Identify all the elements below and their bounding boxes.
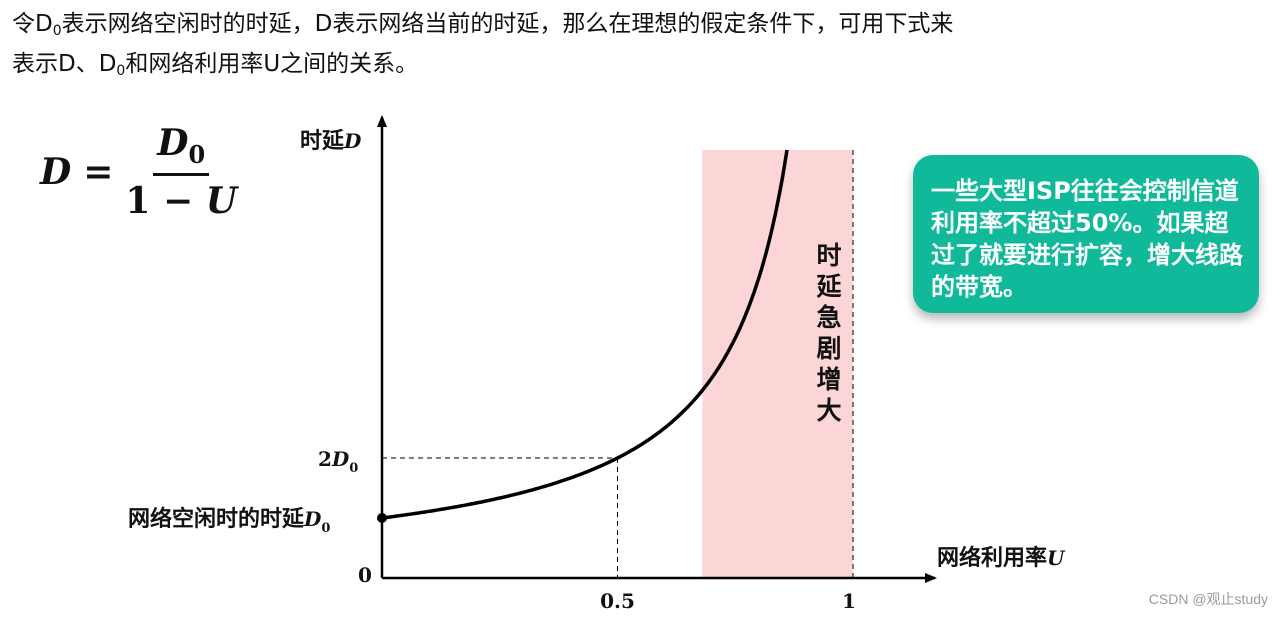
intro-text: 令D0表示网络空闲时的时延，D表示网络当前的时延，那么在理想的假定条件下，可用下… (12, 8, 1252, 88)
formula-denominator: 1 − U (125, 176, 237, 222)
formula-fraction: D0 1 − U (125, 122, 237, 222)
formula-numerator: D0 (153, 122, 210, 176)
idle-delay-label: 网络空闲时的时延D0 (128, 506, 330, 536)
y-axis-label: 时延D (300, 129, 362, 154)
idle-delay-point (377, 513, 387, 523)
denominator-one: 1 (125, 180, 151, 222)
y-tick-2d0: 2D0 (318, 447, 358, 476)
x-tick-label: 0.5 (600, 589, 635, 613)
numerator-subscript: 0 (188, 140, 206, 169)
denominator-minus: − (163, 180, 194, 222)
intro-text-part: 表示D、D (12, 51, 117, 77)
origin-label: 0 (358, 563, 372, 587)
isp-note-callout: 一些大型ISP往往会控制信道利用率不超过50%。如果超过了就要进行扩容，增大线路… (913, 155, 1259, 313)
high-delay-region (702, 150, 853, 578)
intro-line-1: 令D0表示网络空闲时的时延，D表示网络当前的时延，那么在理想的假定条件下，可用下… (12, 8, 1252, 48)
formula-lhs: D (40, 151, 72, 193)
intro-text-part: 令D (12, 11, 53, 37)
watermark: CSDN @观止study (1148, 591, 1268, 607)
intro-text-part: 和网络利用率U之间的关系。 (125, 51, 419, 77)
callout-text: 一些大型ISP往往会控制信道利用率不超过50%。如果超过了就要进行扩容，增大线路… (931, 177, 1243, 301)
intro-line-2: 表示D、D0和网络利用率U之间的关系。 (12, 48, 1252, 88)
region-label-char: 剧 (816, 334, 841, 363)
formula-equals: = (83, 151, 114, 193)
region-label-char: 急 (816, 303, 841, 332)
x-axis-label: 网络利用率U (937, 545, 1066, 571)
delay-curve (381, 149, 789, 520)
x-tick-label: 1 (842, 589, 856, 613)
subscript: 0 (116, 63, 126, 79)
region-label-char: 大 (816, 396, 841, 425)
region-label-char: 增 (816, 365, 841, 394)
subscript: 0 (52, 23, 62, 39)
region-label-char: 时 (816, 241, 841, 270)
intro-text-part: 表示网络空闲时的时延，D表示网络当前的时延，那么在理想的假定条件下，可用下式来 (61, 11, 954, 37)
region-label-char: 延 (815, 272, 842, 301)
delay-formula: D = D0 1 − U (40, 122, 237, 222)
denominator-var: U (205, 180, 238, 222)
numerator-var: D (157, 122, 189, 164)
